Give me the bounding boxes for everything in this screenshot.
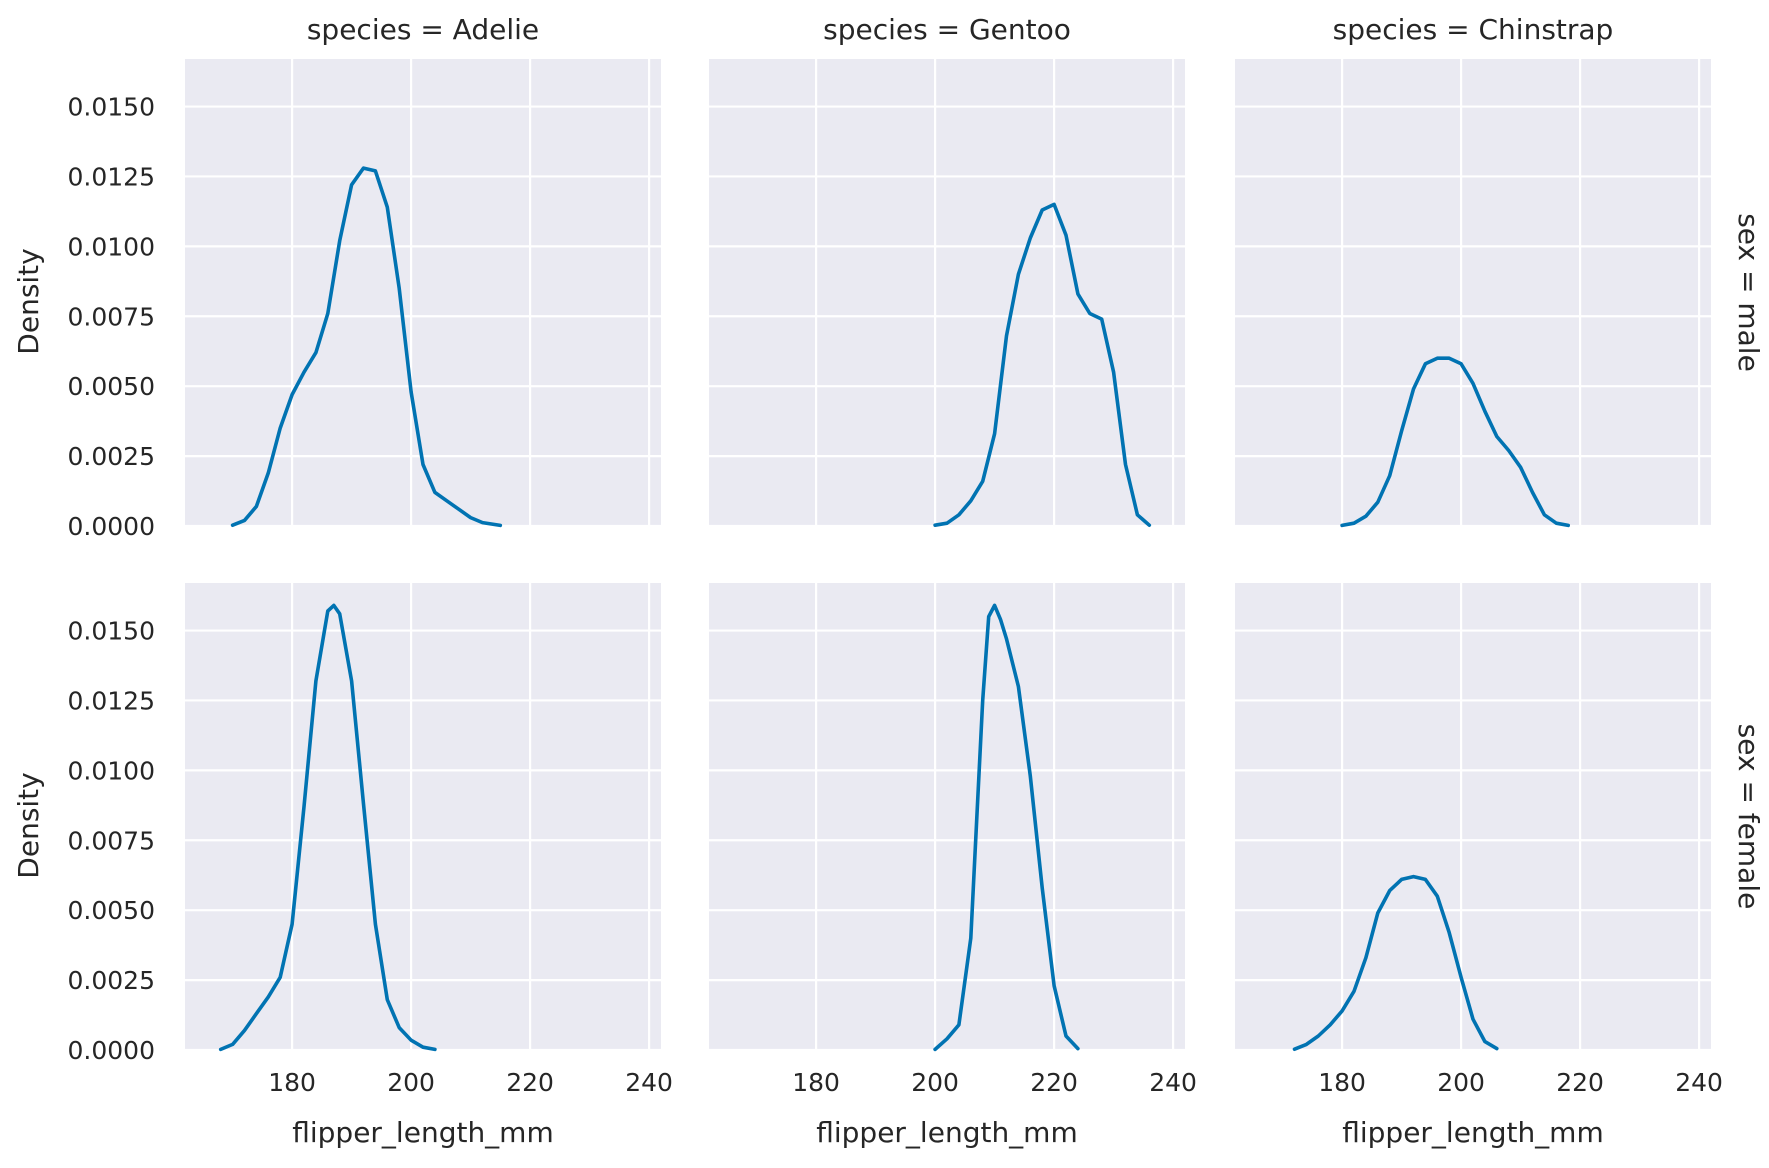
x-tick-label: 240 bbox=[1675, 1068, 1723, 1097]
y-tick-label: 0.0125 bbox=[68, 686, 155, 715]
x-tick-label: 180 bbox=[792, 1068, 840, 1097]
x-tick-label: 220 bbox=[1556, 1068, 1604, 1097]
x-tick-label: 220 bbox=[1030, 1068, 1078, 1097]
y-tick-label: 0.0150 bbox=[68, 93, 155, 122]
facet-panel-male-gentoo: species = Gentoo bbox=[709, 13, 1185, 528]
row-title: sex = male bbox=[1732, 213, 1765, 372]
y-tick-label: 0.0025 bbox=[68, 966, 155, 995]
x-tick-label: 240 bbox=[625, 1068, 673, 1097]
x-tick-label: 180 bbox=[268, 1068, 316, 1097]
y-axis-label: Density bbox=[12, 772, 45, 878]
panel-background bbox=[1235, 583, 1711, 1050]
kde-curve bbox=[933, 603, 1080, 1052]
panel-background bbox=[709, 59, 1185, 526]
y-tick-label: 0.0150 bbox=[68, 617, 155, 646]
panel-background bbox=[1235, 59, 1711, 526]
facet-panel-female-chinstrap: sex = female 180 200 220 240 flipper_length_m… bbox=[1235, 583, 1765, 1149]
y-tick-label: 0.0100 bbox=[68, 232, 155, 261]
facet-panel-female-gentoo: 180 200 220 240 flipper_length_mm bbox=[709, 583, 1197, 1149]
column-title: species = Gentoo bbox=[823, 13, 1071, 46]
y-tick-label: 0.0075 bbox=[68, 826, 155, 855]
x-axis-label: flipper_length_mm bbox=[816, 1116, 1078, 1149]
panel-background bbox=[709, 583, 1185, 1050]
panel-background bbox=[185, 583, 661, 1050]
y-tick-label: 0.0050 bbox=[68, 372, 155, 401]
facet-panel-female-adelie: 0.0000 0.0025 0.0050 0.0075 0.0100 0.0125 0.01… bbox=[12, 583, 673, 1149]
kde-curve bbox=[1292, 874, 1499, 1051]
x-tick-label: 220 bbox=[506, 1068, 554, 1097]
row-title: sex = female bbox=[1732, 724, 1765, 910]
y-tick-label: 0.0100 bbox=[68, 756, 155, 785]
y-tick-label: 0.0000 bbox=[68, 512, 155, 541]
x-axis-label: flipper_length_mm bbox=[292, 1116, 554, 1149]
x-axis-label: flipper_length_mm bbox=[1342, 1116, 1604, 1149]
column-title: species = Chinstrap bbox=[1333, 13, 1614, 46]
column-title: species = Adelie bbox=[307, 13, 539, 46]
y-tick-label: 0.0125 bbox=[68, 162, 155, 191]
kde-curve bbox=[218, 603, 437, 1052]
y-axis-label: Density bbox=[12, 248, 45, 354]
kde-curve bbox=[1340, 356, 1570, 528]
y-tick-label: 0.0050 bbox=[68, 896, 155, 925]
facet-panel-male-chinstrap: species = Chinstrap sex = male bbox=[1235, 13, 1765, 528]
x-tick-label: 180 bbox=[1318, 1068, 1366, 1097]
facet-panel-male-adelie: species = Adelie 0.0000 0.0025 0.0050 0.0075… bbox=[12, 13, 661, 541]
x-tick-label: 200 bbox=[911, 1068, 959, 1097]
y-tick-label: 0.0025 bbox=[68, 442, 155, 471]
kde-curve bbox=[933, 202, 1152, 527]
y-tick-label: 0.0075 bbox=[68, 302, 155, 331]
kde-curve bbox=[230, 166, 503, 528]
x-tick-label: 200 bbox=[1437, 1068, 1485, 1097]
panel-background bbox=[185, 59, 661, 526]
x-tick-label: 200 bbox=[387, 1068, 435, 1097]
x-tick-label: 240 bbox=[1149, 1068, 1197, 1097]
y-tick-label: 0.0000 bbox=[68, 1036, 155, 1065]
